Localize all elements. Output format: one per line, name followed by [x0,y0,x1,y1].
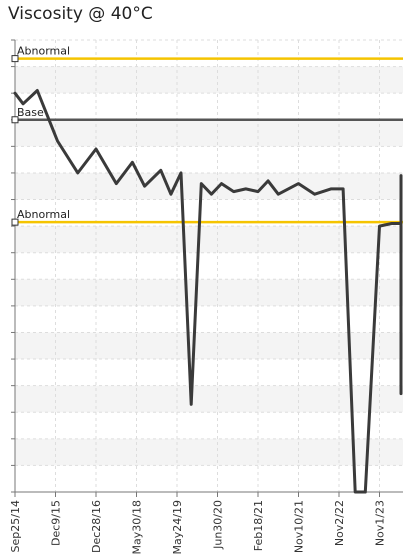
background-band [15,119,403,147]
background-band [15,66,403,94]
background-band [15,438,403,466]
threshold-marker [11,218,19,226]
threshold-label: Abnormal [17,208,70,221]
chart-title: Viscosity @ 40°C [8,4,153,24]
x-tick-label: May30/18 [131,500,144,554]
data-series [13,89,403,494]
x-tick-label: Dec28/16 [90,500,103,553]
threshold-label: Base [17,106,44,119]
background-band [15,279,403,306]
background-band [15,226,403,253]
threshold-marker [11,116,19,124]
x-tick-label: Dec9/15 [50,500,63,546]
series-line [13,89,403,494]
x-tick-label: Jun30/20 [212,500,225,550]
x-tick-label: May24/19 [171,500,184,554]
threshold-marker [11,55,19,63]
y-axis-ticks [11,39,15,493]
background-band [15,172,403,200]
x-tick-label: Nov10/21 [293,500,306,553]
x-tick-label: Feb18/21 [252,500,265,551]
x-tick-label: Nov1/23 [374,500,387,546]
threshold-lines: Abnormal Base Abnormal [11,45,403,226]
background-band [15,385,403,413]
x-axis-ticks: Sep25/14 Dec9/15 Dec28/16 May30/18 May24/19 J… [9,492,387,554]
threshold-label: Abnormal [17,45,70,58]
x-tick-label: Sep25/14 [9,500,22,552]
axes [14,40,403,493]
x-tick-label: Nov2/22 [333,500,346,546]
background-band [15,332,403,360]
background-bands [15,66,403,466]
